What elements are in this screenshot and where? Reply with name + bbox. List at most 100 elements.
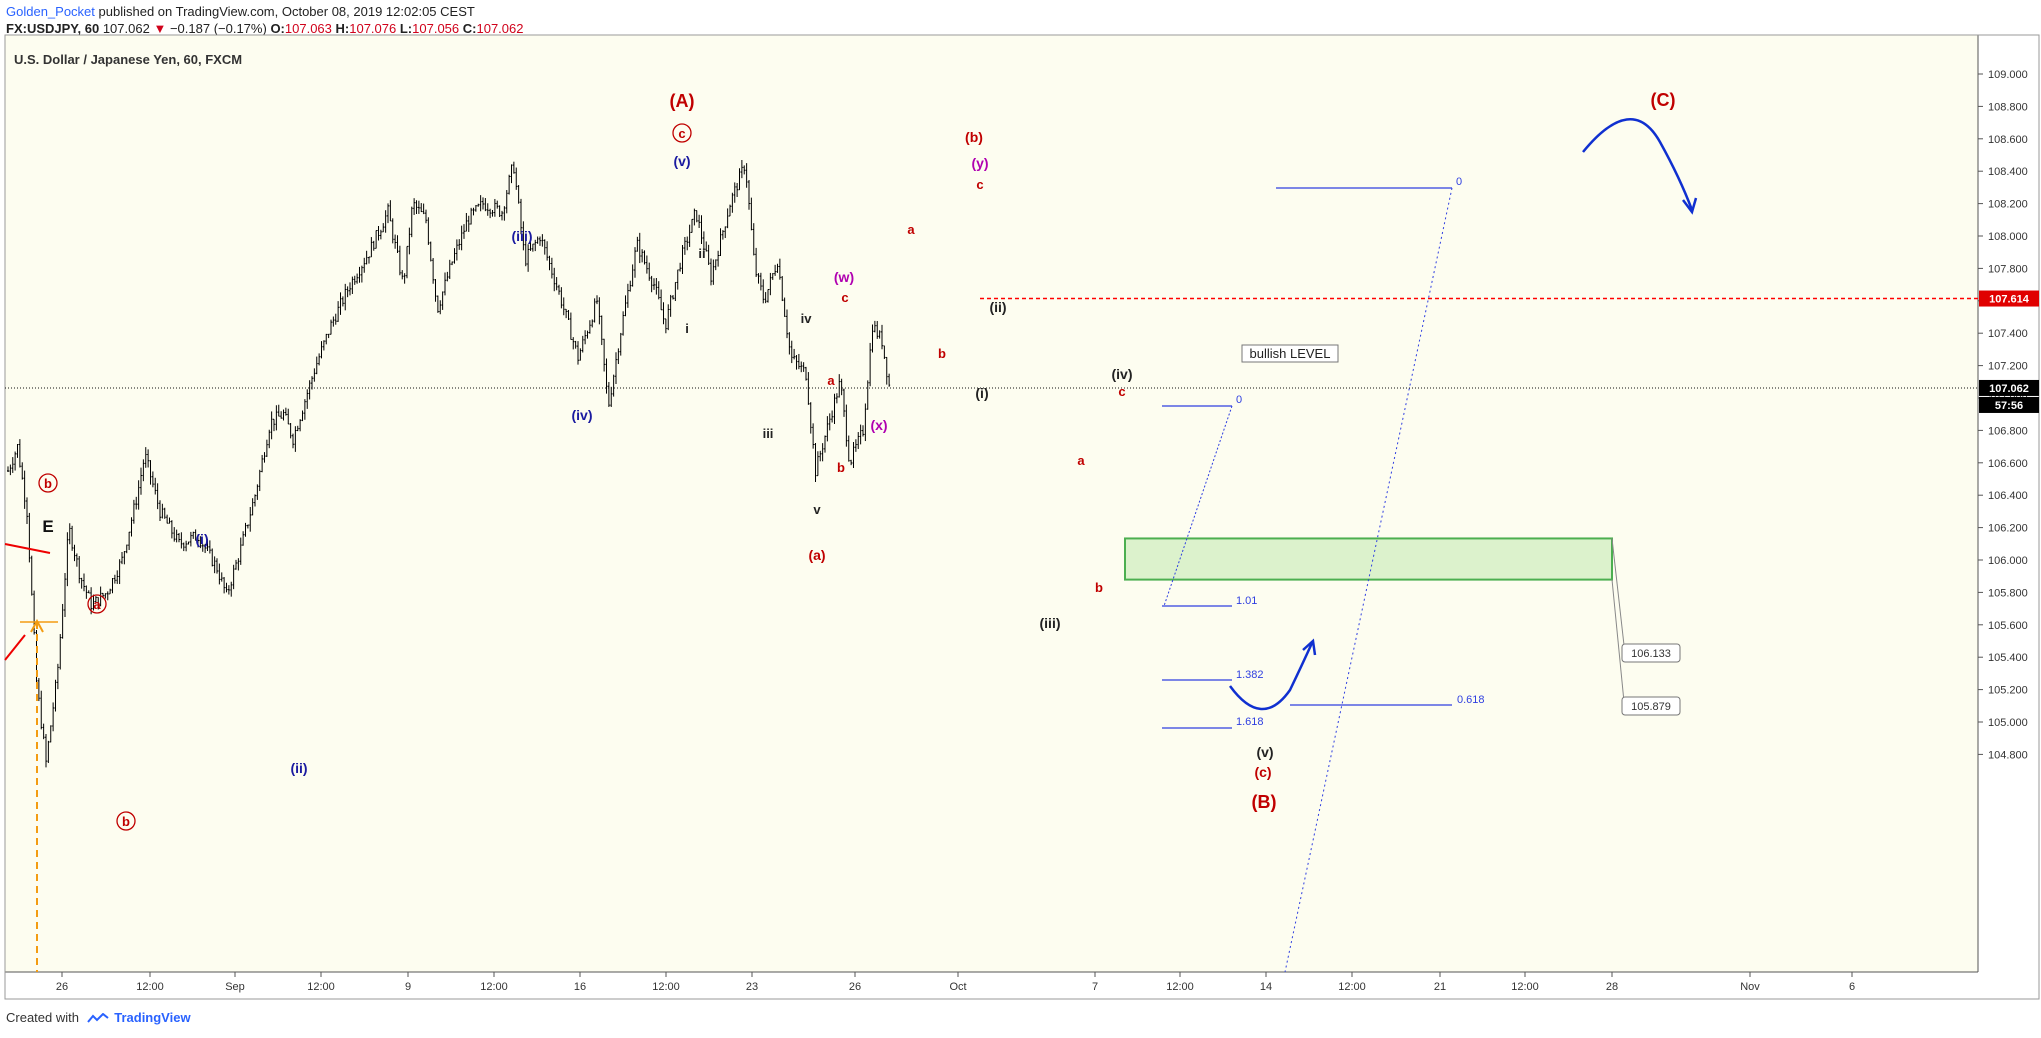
published-text: published on TradingView.com, October 08… — [98, 4, 475, 19]
price-tick-label: 107.200 — [1988, 361, 2028, 373]
price-tick-label: 106.600 — [1988, 458, 2028, 470]
triangle-lower-line — [4, 634, 26, 661]
zone-bottom-connector — [1611, 579, 1626, 713]
wave-i-small-label: i — [685, 321, 689, 336]
arrow-head-up-icon — [1302, 638, 1317, 656]
last-price-tag — [1979, 379, 2039, 396]
price-axis-labels: 107.614 107.062 57:56 — [1979, 290, 2039, 413]
price-chart[interactable]: U.S. Dollar / Japanese Yen, 60, FXCM 109… — [0, 0, 2041, 1005]
price-tick-label: 106.200 — [1988, 523, 2028, 535]
time-axis[interactable] — [5, 972, 1978, 999]
time-tick-label: 12:00 — [652, 981, 680, 993]
price-tick-label: 108.800 — [1988, 101, 2028, 113]
time-tick-label: Oct — [949, 981, 966, 993]
wave-v-blue-label: (v) — [673, 153, 690, 169]
wave-iii-black-label: (iii) — [1040, 615, 1061, 631]
open-value: 107.063 — [284, 21, 332, 36]
wave-drawings: bullish LEVEL 106.133 105.879 0 0 1.01 1.382 0.… — [4, 118, 1978, 973]
wave-b-y-label: b — [938, 346, 946, 361]
high-value: 107.076 — [349, 21, 397, 36]
wave-a-paren-label: (a) — [808, 547, 825, 563]
tradingview-brand-link[interactable]: TradingView — [114, 1010, 191, 1025]
wave-iv-blue-label: (iv) — [572, 407, 593, 423]
wave-y-label: (y) — [971, 155, 988, 171]
close-value: 107.062 — [476, 21, 524, 36]
time-tick-label: 21 — [1434, 981, 1446, 993]
fib-0618-label: 0.618 — [1457, 694, 1485, 706]
time-tick-label: 12:00 — [1166, 981, 1194, 993]
fib-top-zero-label: 0 — [1456, 176, 1462, 188]
wave-a-sub-label: a — [1077, 453, 1085, 468]
price-tick-label: 106.400 — [1988, 490, 2028, 502]
breakout-arrow-icon — [30, 618, 44, 633]
low-value: 107.056 — [412, 21, 460, 36]
wave-a-y-label: a — [907, 222, 915, 237]
fib-small-trend — [1163, 405, 1233, 607]
fib-small-zero-label: 0 — [1236, 394, 1242, 406]
wave-b-paren-label: (b) — [965, 129, 983, 145]
footer: Created with TradingView — [6, 1010, 191, 1025]
time-tick-label: 23 — [746, 981, 758, 993]
chart-header: Golden_Pocket published on TradingView.c… — [6, 3, 523, 37]
time-tick-label: 12:00 — [1511, 981, 1539, 993]
target-zone — [1124, 537, 1613, 581]
wave-ii-small-label: ii — [698, 246, 705, 261]
time-tick-label: 14 — [1260, 981, 1272, 993]
projection-up-arrow — [1228, 642, 1314, 711]
wave-iv-small-label: iv — [801, 311, 813, 326]
chart-frame — [4, 34, 2040, 1000]
price-tick-label: 108.400 — [1988, 166, 2028, 178]
zone-top-tag — [1621, 643, 1681, 663]
wave-iii-small-label: iii — [763, 426, 774, 441]
countdown-tag — [1979, 396, 2039, 413]
price-tick-label: 105.800 — [1988, 587, 2028, 599]
chart-plot-area[interactable] — [5, 35, 1978, 972]
zone-bottom-value: 105.879 — [1631, 701, 1671, 713]
bullish-level-price-value: 107.614 — [1989, 294, 2030, 306]
last-price-value: 107.062 — [1989, 383, 2029, 395]
wave-w-label: (w) — [834, 269, 854, 285]
price-tick-label: 105.400 — [1988, 652, 2028, 664]
time-ticks: 26 12:00 Sep 12:00 9 12:00 16 12:00 23 26 Oct 7 12:0… — [56, 972, 1855, 993]
wave-i-black-label: (i) — [975, 385, 988, 401]
publisher-link[interactable]: Golden_Pocket — [6, 4, 95, 19]
wave-b-circled-low-label: b — [122, 814, 130, 829]
wave-c-w-label: c — [841, 290, 848, 305]
open-label: O: — [270, 21, 285, 36]
price-tick-label: 106.000 — [1988, 555, 2028, 567]
fib-101-label: 1.01 — [1236, 595, 1257, 607]
time-tick-label: 12:00 — [1338, 981, 1366, 993]
triangle-upper-line — [4, 543, 51, 554]
wave-iii-blue-label: (iii) — [512, 228, 533, 244]
price-tick-label: 105.200 — [1988, 685, 2028, 697]
time-tick-label: 6 — [1849, 981, 1855, 993]
time-tick-label: 9 — [405, 981, 411, 993]
wave-ii-black-label: (ii) — [989, 299, 1006, 315]
time-tick-label: 16 — [574, 981, 586, 993]
price-tick-label: 105.600 — [1988, 620, 2028, 632]
time-tick-label: Sep — [225, 981, 245, 993]
wave-c-circled-label-circle — [672, 123, 692, 143]
arrow-head-down-icon — [1682, 197, 1698, 215]
price-axis[interactable] — [1978, 35, 2041, 972]
wave-C-label: (C) — [1651, 90, 1676, 110]
price-change: −0.187 (−0.17%) — [169, 21, 267, 36]
zone-bottom-tag — [1621, 696, 1681, 716]
price-tick-label: 108.200 — [1988, 199, 2028, 211]
wave-x-label: (x) — [870, 417, 887, 433]
bullish-level-box — [1241, 344, 1339, 363]
wave-b-circled-low-label-circle — [116, 811, 136, 831]
wave-A-label: (A) — [670, 91, 695, 111]
wave-iv-black-label: (iv) — [1112, 366, 1133, 382]
close-label: C: — [462, 21, 477, 36]
wave-E-label: E — [42, 517, 53, 536]
price-tick-label: 106.800 — [1988, 425, 2028, 437]
wave-c-paren-label: (c) — [1254, 764, 1271, 780]
symbol-label: FX:USDJPY, 60 — [6, 21, 100, 36]
price-tick-label: 108.000 — [1988, 231, 2028, 243]
last-price: 107.062 — [102, 21, 150, 36]
wave-a-w-label: a — [827, 373, 835, 388]
wave-i-blue-label: (i) — [195, 531, 208, 547]
wave-a-circled-label-circle — [87, 594, 107, 614]
wave-c-circled-label: c — [678, 126, 685, 141]
